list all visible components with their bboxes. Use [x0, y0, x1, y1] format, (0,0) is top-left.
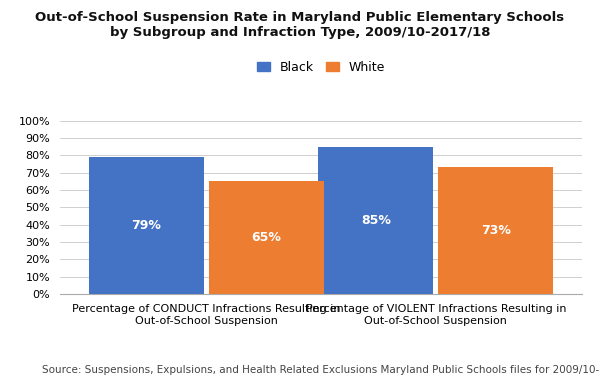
Text: Out-of-School Suspension Rate in Maryland Public Elementary Schools
by Subgroup : Out-of-School Suspension Rate in Marylan…	[35, 11, 565, 39]
Text: Source: Suspensions, Expulsions, and Health Related Exclusions Maryland Public S: Source: Suspensions, Expulsions, and Hea…	[42, 365, 600, 375]
Text: 73%: 73%	[481, 224, 511, 237]
Bar	[89, 157, 203, 294]
Text: 79%: 79%	[131, 219, 161, 232]
Bar	[209, 181, 323, 294]
Text: 65%: 65%	[251, 231, 281, 244]
Bar	[439, 167, 553, 294]
Legend: Black, White: Black, White	[257, 61, 385, 74]
Bar	[319, 147, 433, 294]
Text: 85%: 85%	[361, 214, 391, 227]
